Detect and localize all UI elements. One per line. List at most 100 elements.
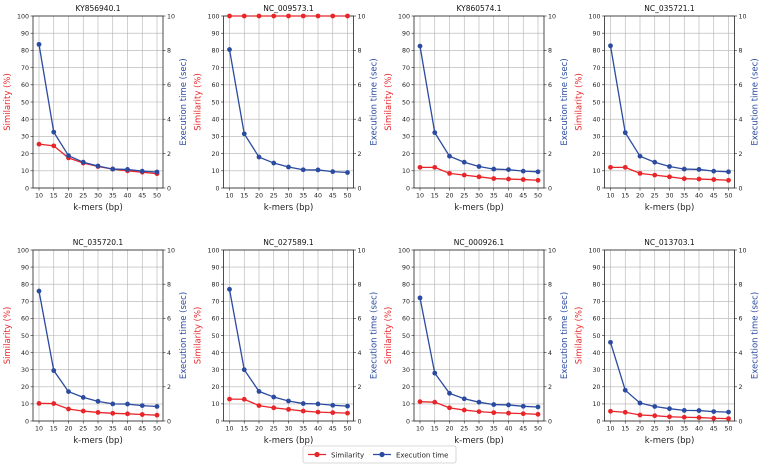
execution-time-point (345, 170, 350, 175)
subplot-title: KY856940.1 (75, 4, 120, 13)
y-tick-label-left: 90 (21, 264, 29, 271)
x-tick-label: 40 (314, 426, 322, 433)
y-tick-label-right: 2 (358, 151, 362, 158)
y-tick-label-left: 100 (588, 13, 600, 20)
y-tick-label-left: 60 (211, 82, 219, 89)
y-tick-label-right: 6 (167, 316, 171, 323)
y-tick-label-left: 90 (211, 264, 219, 271)
x-tick-label: 30 (665, 193, 673, 200)
x-tick-label: 50 (343, 193, 351, 200)
x-tick-label: 40 (504, 426, 512, 433)
similarity-point (637, 412, 643, 418)
execution-time-point (51, 368, 57, 373)
execution-time-point (286, 164, 291, 170)
execution-time-point (271, 160, 277, 166)
y-tick-label-left: 20 (211, 384, 219, 391)
similarity-point (51, 143, 57, 149)
y-tick-label-right: 6 (739, 82, 743, 89)
subplot-3: KY860574.1 0 10 20 30 40 50 60 70 80 90 100 0 2 4 6 8 10 1… (384, 4, 570, 213)
x-axis-label: k-mers (bp) (264, 203, 314, 213)
execution-time-point (95, 163, 101, 169)
x-tick-label: 20 (445, 426, 453, 433)
y-tick-label-right: 8 (739, 282, 743, 289)
y-tick-label-right: 0 (167, 418, 171, 425)
y-tick-label-left: 30 (402, 134, 410, 141)
y-axis-label-left: Similarity (%) (384, 307, 394, 365)
x-tick-label: 15 (240, 426, 248, 433)
y-tick-label-right: 6 (358, 316, 362, 323)
execution-time-point (520, 168, 526, 174)
execution-time-point (139, 403, 145, 409)
similarity-point (300, 13, 306, 19)
subplot-title: KY860574.1 (456, 4, 501, 13)
execution-time-point (491, 402, 497, 407)
y-tick-label-left: 70 (21, 299, 29, 306)
y-tick-label-left: 0 (596, 185, 600, 192)
legend-execution-time-label: Execution time (396, 452, 448, 460)
y-tick-label-right: 4 (358, 117, 362, 124)
similarity-point (315, 13, 321, 19)
execution-time-point (461, 396, 467, 402)
x-tick-label: 20 (64, 426, 72, 433)
y-tick-label-right: 4 (739, 350, 743, 357)
x-axis-label: k-mers (bp) (73, 436, 123, 446)
similarity-point (80, 408, 86, 414)
execution-time-point (476, 399, 482, 405)
y-axis-label-left: Similarity (%) (194, 307, 204, 365)
similarity-point (711, 177, 717, 182)
y-tick-label-left: 80 (592, 282, 600, 289)
y-tick-label-left: 0 (596, 418, 600, 425)
x-tick-label: 30 (284, 426, 292, 433)
x-tick-label: 30 (665, 426, 673, 433)
execution-time-point (241, 131, 247, 137)
similarity-point (345, 13, 350, 19)
x-tick-label: 50 (724, 426, 732, 433)
y-axis-label-right: Execution time (sec) (560, 58, 570, 145)
similarity-point (432, 164, 438, 170)
similarity-point (315, 409, 321, 415)
execution-time-point (66, 153, 71, 159)
y-tick-label-left: 70 (211, 65, 219, 72)
execution-time-point (110, 166, 116, 172)
execution-time-point (95, 398, 101, 404)
similarity-point (345, 410, 350, 416)
similarity-point (330, 410, 336, 416)
execution-time-point (681, 407, 687, 413)
y-axis-label-left: Similarity (%) (384, 73, 394, 131)
x-axis-label: k-mers (bp) (645, 203, 695, 213)
x-tick-label: 35 (680, 193, 688, 200)
subplot-7: NC_000926.1 0 10 20 30 40 50 60 70 80 90 100 0 2 4 6 8 10… (384, 238, 570, 446)
y-tick-label-left: 90 (402, 264, 410, 271)
execution-time-point (154, 404, 160, 409)
similarity-point (726, 177, 731, 183)
execution-time-point (241, 367, 247, 373)
similarity-point (432, 399, 438, 405)
x-tick-label: 10 (35, 426, 43, 433)
execution-time-point (154, 169, 160, 175)
x-axis-label: k-mers (bp) (73, 203, 123, 213)
y-tick-label-left: 100 (398, 247, 410, 254)
x-tick-label: 10 (225, 193, 233, 200)
y-tick-label-left: 30 (21, 134, 29, 141)
execution-time-point (491, 166, 497, 172)
y-tick-label-left: 20 (21, 384, 29, 391)
y-tick-label-right: 8 (167, 282, 171, 289)
y-tick-label-left: 30 (211, 134, 219, 141)
x-tick-label: 40 (504, 193, 512, 200)
y-tick-label-right: 0 (167, 185, 171, 192)
x-tick-label: 25 (460, 193, 468, 200)
x-tick-label: 50 (153, 426, 161, 433)
y-tick-label-right: 8 (358, 282, 362, 289)
y-tick-label-left: 30 (592, 134, 600, 141)
x-tick-label: 35 (299, 426, 307, 433)
execution-time-point (80, 395, 86, 400)
y-tick-label-right: 10 (739, 247, 747, 254)
execution-time-point (227, 47, 232, 52)
subplot-5: NC_035720.1 0 10 20 30 40 50 60 70 80 90 100 0 2 4 6 8 10… (3, 238, 189, 446)
y-tick-label-left: 50 (592, 333, 600, 340)
y-tick-label-left: 40 (402, 350, 410, 357)
y-tick-label-right: 4 (167, 117, 171, 124)
x-tick-label: 15 (240, 193, 248, 200)
similarity-point (520, 411, 526, 417)
x-tick-label: 10 (35, 193, 43, 200)
